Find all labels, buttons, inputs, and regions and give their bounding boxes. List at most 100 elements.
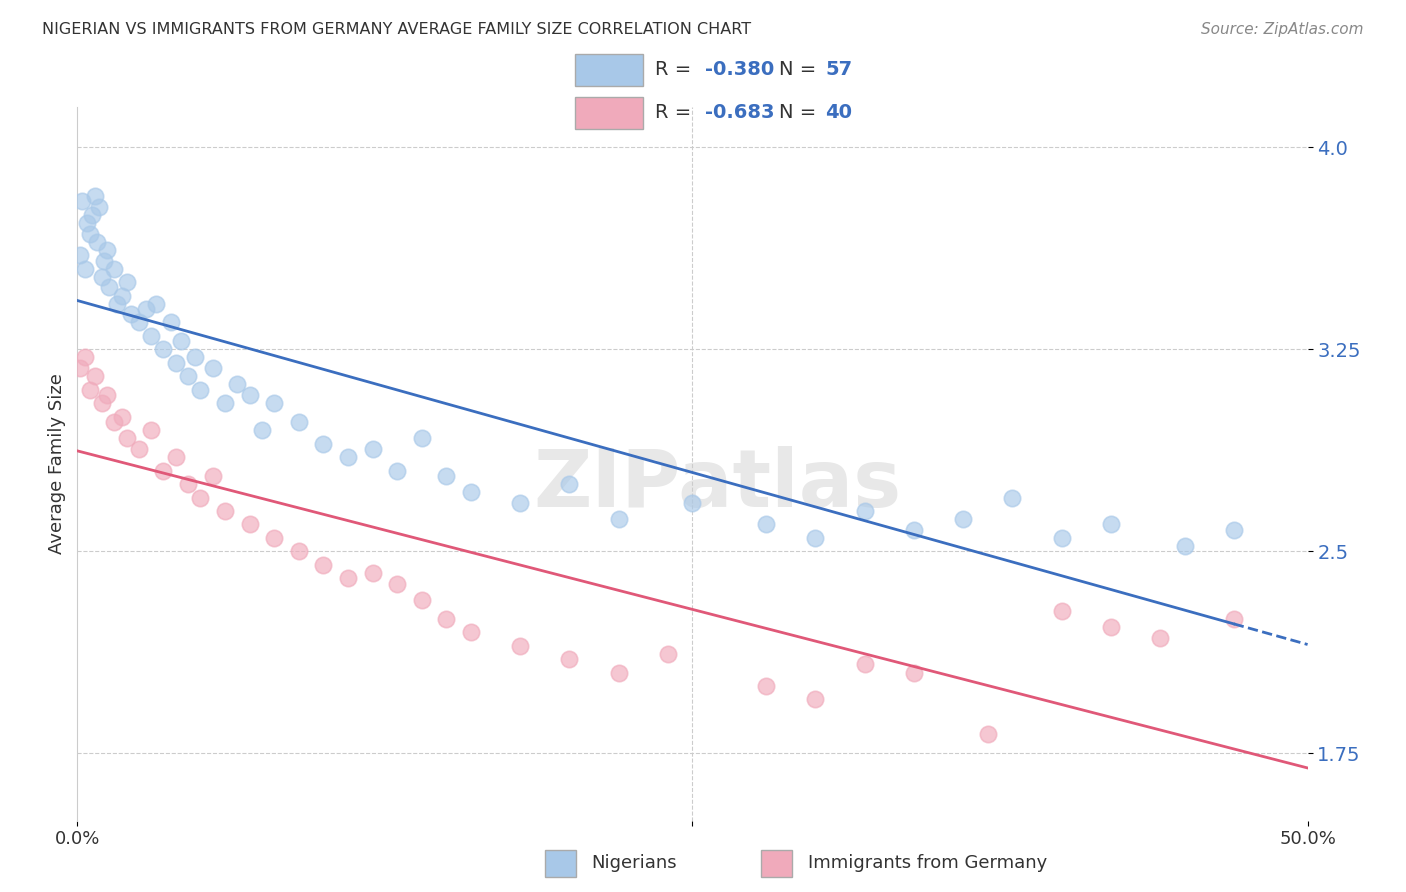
FancyBboxPatch shape — [546, 850, 576, 877]
Point — [73, 351, 96, 365]
Point — [82, 208, 104, 222]
Point — [509, 639, 531, 653]
Point — [239, 517, 262, 532]
Point — [89, 200, 111, 214]
Point — [1050, 604, 1073, 618]
FancyBboxPatch shape — [575, 97, 643, 129]
Point — [1099, 620, 1122, 634]
Text: R =: R = — [655, 61, 697, 79]
Text: -0.380: -0.380 — [704, 61, 773, 79]
Point — [90, 269, 114, 284]
Point — [115, 275, 138, 289]
Point — [121, 307, 143, 321]
Point — [239, 388, 262, 402]
Point — [263, 396, 285, 410]
Point — [411, 592, 433, 607]
Point — [111, 409, 132, 424]
Point — [83, 189, 105, 203]
Point — [141, 423, 163, 437]
Point — [160, 316, 183, 330]
Point — [755, 679, 778, 693]
Point — [128, 442, 150, 456]
Point — [288, 415, 311, 429]
Point — [188, 491, 212, 505]
Point — [83, 369, 105, 384]
Point — [361, 442, 384, 456]
Point — [509, 496, 531, 510]
Point — [436, 612, 458, 626]
Point — [152, 343, 174, 357]
FancyBboxPatch shape — [762, 850, 793, 877]
Point — [69, 248, 91, 262]
Point — [853, 504, 876, 518]
Point — [93, 253, 115, 268]
Point — [607, 665, 630, 680]
Point — [188, 383, 212, 397]
Point — [170, 334, 193, 349]
Point — [755, 517, 778, 532]
Point — [657, 647, 679, 661]
Point — [1223, 612, 1246, 626]
Point — [804, 692, 827, 706]
Point — [250, 423, 273, 437]
Point — [436, 469, 458, 483]
Point — [201, 469, 224, 483]
Y-axis label: Average Family Size: Average Family Size — [48, 374, 66, 554]
Point — [165, 450, 187, 464]
Point — [977, 727, 1000, 741]
Point — [903, 665, 925, 680]
Point — [214, 396, 236, 410]
Point — [96, 243, 118, 257]
Point — [177, 477, 200, 491]
Point — [73, 261, 96, 276]
Text: -0.683: -0.683 — [704, 103, 775, 122]
Point — [312, 558, 335, 572]
Point — [682, 496, 704, 510]
Point — [214, 504, 236, 518]
Text: R =: R = — [655, 103, 697, 122]
Point — [361, 566, 384, 580]
Text: NIGERIAN VS IMMIGRANTS FROM GERMANY AVERAGE FAMILY SIZE CORRELATION CHART: NIGERIAN VS IMMIGRANTS FROM GERMANY AVER… — [42, 22, 751, 37]
Point — [141, 329, 163, 343]
Point — [1149, 631, 1171, 645]
Point — [115, 431, 138, 445]
Point — [288, 544, 311, 558]
Point — [1223, 523, 1246, 537]
Point — [105, 296, 128, 310]
Point — [70, 194, 93, 209]
Point — [853, 657, 876, 672]
Point — [263, 531, 285, 545]
FancyBboxPatch shape — [575, 54, 643, 86]
Point — [145, 296, 167, 310]
Text: N =: N = — [779, 61, 823, 79]
Point — [337, 571, 360, 585]
Point — [1050, 531, 1073, 545]
Point — [177, 369, 200, 384]
Point — [96, 388, 118, 402]
Point — [79, 227, 101, 241]
Point — [804, 531, 827, 545]
Point — [201, 361, 224, 376]
Point — [903, 523, 925, 537]
Point — [165, 356, 187, 370]
Text: 40: 40 — [825, 103, 852, 122]
Point — [460, 485, 482, 500]
Point — [312, 436, 335, 450]
Point — [385, 464, 409, 478]
Point — [607, 512, 630, 526]
Point — [558, 652, 581, 666]
Point — [1001, 491, 1024, 505]
Text: Immigrants from Germany: Immigrants from Germany — [807, 854, 1047, 872]
Point — [558, 477, 581, 491]
Point — [337, 450, 360, 464]
Point — [69, 361, 91, 376]
Point — [103, 261, 125, 276]
Point — [411, 431, 433, 445]
Point — [135, 301, 157, 316]
Point — [86, 235, 108, 249]
Point — [103, 415, 125, 429]
Text: 57: 57 — [825, 61, 852, 79]
Point — [460, 625, 482, 640]
Point — [128, 316, 150, 330]
Point — [79, 383, 101, 397]
